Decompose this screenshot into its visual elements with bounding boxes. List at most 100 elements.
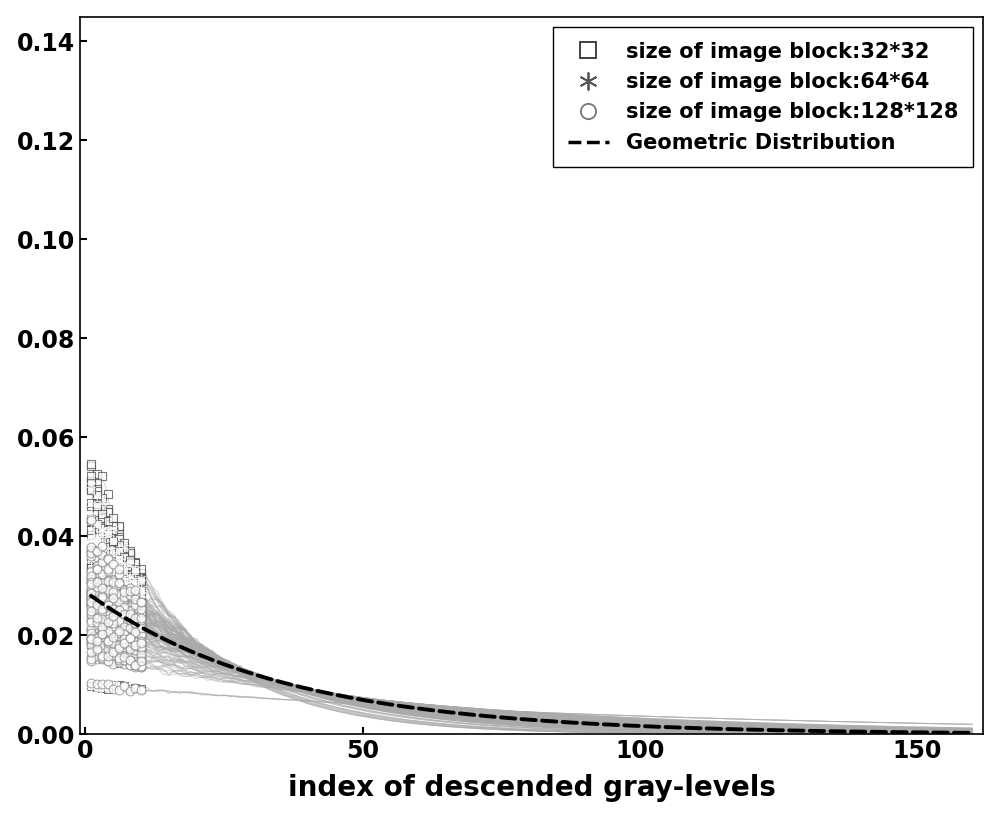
Point: [122, 601, 138, 614]
Point: [116, 598, 132, 611]
Point: [100, 551, 116, 564]
Point: [122, 549, 138, 562]
Point: [105, 609, 121, 622]
Point: [133, 617, 149, 630]
Point: [111, 619, 127, 632]
Point: [133, 573, 149, 586]
Point: [122, 590, 138, 604]
Point: [116, 560, 132, 573]
Point: [122, 544, 138, 557]
Point: [105, 619, 121, 632]
Point: [122, 586, 138, 599]
Point: [111, 682, 127, 695]
Point: [94, 645, 110, 658]
Point: [122, 629, 138, 642]
Point: [94, 627, 110, 640]
Point: [89, 613, 105, 627]
Point: [94, 579, 110, 592]
Point: [89, 559, 105, 572]
Point: [89, 642, 105, 655]
Point: [111, 587, 127, 600]
Point: [83, 469, 99, 482]
Point: [100, 613, 116, 627]
Point: [127, 601, 143, 614]
Point: [105, 622, 121, 635]
Point: [100, 575, 116, 588]
Point: [89, 594, 105, 607]
Point: [94, 519, 110, 532]
Point: [83, 570, 99, 583]
Point: [83, 477, 99, 490]
Point: [94, 602, 110, 615]
Point: [105, 532, 121, 545]
Point: [100, 601, 116, 614]
Point: [100, 617, 116, 630]
Point: [100, 682, 116, 695]
Point: [100, 592, 116, 605]
Point: [105, 547, 121, 560]
Point: [105, 583, 121, 596]
Point: [111, 595, 127, 608]
Point: [105, 564, 121, 577]
Point: [83, 598, 99, 611]
Point: [83, 600, 99, 613]
Point: [116, 640, 132, 654]
Point: [111, 622, 127, 636]
Point: [116, 641, 132, 654]
Point: [116, 579, 132, 592]
Point: [94, 592, 110, 605]
Point: [105, 549, 121, 562]
Point: [100, 607, 116, 620]
Point: [111, 545, 127, 559]
Point: [94, 599, 110, 612]
Point: [100, 487, 116, 500]
Point: [127, 613, 143, 626]
Point: [89, 485, 105, 498]
Point: [127, 563, 143, 576]
Point: [105, 605, 121, 618]
Point: [89, 572, 105, 586]
Point: [105, 611, 121, 624]
Point: [100, 532, 116, 545]
Point: [105, 588, 121, 601]
Point: [94, 590, 110, 604]
Point: [100, 566, 116, 579]
Point: [89, 585, 105, 598]
Point: [83, 568, 99, 581]
Point: [89, 550, 105, 563]
Point: [94, 586, 110, 599]
Point: [133, 613, 149, 626]
Point: [83, 586, 99, 599]
Point: [122, 603, 138, 616]
Point: [105, 606, 121, 619]
Point: [111, 602, 127, 615]
Point: [127, 601, 143, 614]
Point: [100, 594, 116, 607]
Point: [94, 572, 110, 585]
Point: [127, 604, 143, 618]
Point: [127, 611, 143, 624]
Point: [127, 631, 143, 645]
Point: [122, 649, 138, 662]
Point: [83, 459, 99, 473]
Point: [105, 647, 121, 660]
Point: [111, 607, 127, 620]
Point: [133, 572, 149, 586]
Point: [89, 618, 105, 631]
Point: [94, 611, 110, 624]
Point: [127, 639, 143, 652]
Point: [105, 656, 121, 669]
Point: [100, 615, 116, 628]
Point: [127, 626, 143, 639]
Point: [100, 635, 116, 648]
Point: [100, 639, 116, 652]
Point: [94, 650, 110, 663]
Point: [133, 623, 149, 636]
Point: [94, 602, 110, 615]
Point: [89, 562, 105, 575]
Point: [133, 622, 149, 635]
Point: [122, 651, 138, 664]
Point: [111, 627, 127, 640]
Point: [83, 555, 99, 568]
Point: [89, 532, 105, 545]
